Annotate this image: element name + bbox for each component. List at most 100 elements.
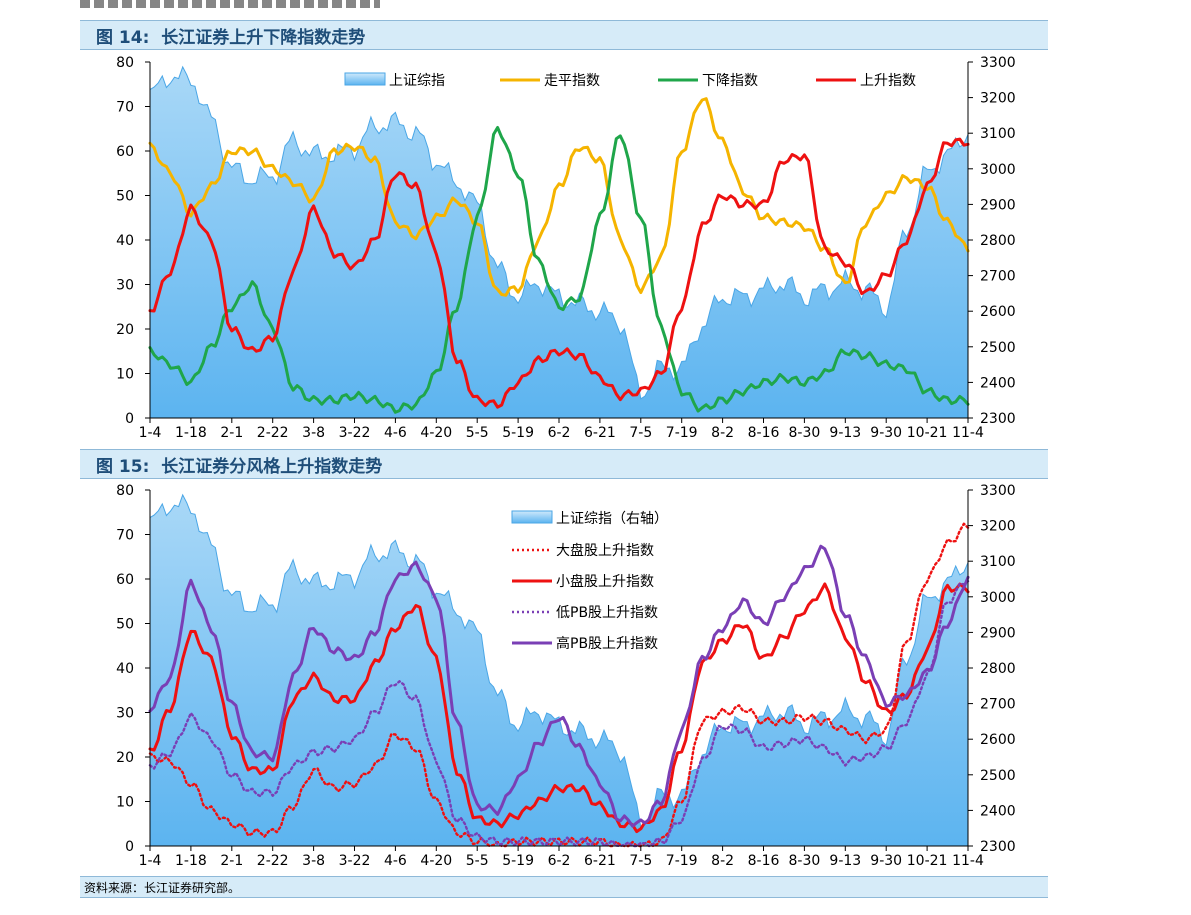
series-小盘股上升指数-line bbox=[148, 582, 970, 834]
legend-label: 小盘股上升指数 bbox=[556, 573, 654, 590]
x-tick-label: 4-6 bbox=[384, 425, 407, 441]
y2-tick-label: 3000 bbox=[980, 162, 1016, 178]
x-tick-label: 8-2 bbox=[711, 853, 734, 869]
x-tick-label: 7-19 bbox=[666, 425, 698, 441]
y2-tick-label: 2500 bbox=[980, 768, 1016, 784]
x-tick-label: 6-2 bbox=[548, 853, 571, 869]
legend-swatch bbox=[511, 510, 553, 524]
series-上证综指-area bbox=[149, 65, 969, 419]
y2-tick-label: 3200 bbox=[980, 91, 1016, 107]
y-tick-label: 10 bbox=[116, 795, 134, 811]
x-tick-label: 8-30 bbox=[789, 425, 821, 441]
x-tick-label: 5-5 bbox=[466, 853, 489, 869]
figure-15-title: 图 15: 长江证券分风格上升指数走势 bbox=[80, 449, 1048, 479]
chart-rising-falling-index: 0 10 20 30 40 50 60 70 80 2300 2400 2500 2600 2700 280… bbox=[116, 55, 1016, 441]
x-tick-label: 5-19 bbox=[502, 853, 534, 869]
series-上证综指右轴-area bbox=[149, 493, 969, 847]
x-tick-label: 8-30 bbox=[789, 853, 821, 869]
y-tick-label: 70 bbox=[116, 100, 134, 116]
legend-label: 下降指数 bbox=[702, 73, 758, 89]
x-tick-label: 11-4 bbox=[952, 853, 984, 869]
x-tick-label: 3-22 bbox=[339, 853, 371, 869]
y2-tick-label: 2400 bbox=[980, 803, 1016, 819]
x-tick-label: 1-4 bbox=[139, 425, 162, 441]
x-tick-label: 6-2 bbox=[548, 425, 571, 441]
source-note: 资料来源：长江证券研究部。 bbox=[80, 876, 1048, 898]
x-tick-label: 1-18 bbox=[175, 853, 207, 869]
legend-label: 走平指数 bbox=[544, 73, 600, 89]
x-tick-label: 2-1 bbox=[220, 425, 243, 441]
series-走平指数-line bbox=[148, 97, 970, 297]
y2-tick-label: 2800 bbox=[980, 661, 1016, 677]
x-tick-label: 7-5 bbox=[629, 853, 652, 869]
series-下降指数-line bbox=[148, 126, 970, 414]
legend-label: 上升指数 bbox=[860, 73, 916, 89]
x-tick-label: 1-4 bbox=[139, 853, 162, 869]
x-tick-label: 6-21 bbox=[584, 853, 616, 869]
x-tick-label: 3-8 bbox=[302, 425, 325, 441]
y2-tick-label: 3100 bbox=[980, 554, 1016, 570]
y-tick-label: 80 bbox=[116, 483, 134, 499]
x-tick-label: 5-5 bbox=[466, 425, 489, 441]
y-tick-label: 40 bbox=[116, 661, 134, 677]
x-tick-label: 7-19 bbox=[666, 853, 698, 869]
x-tick-label: 3-8 bbox=[302, 853, 325, 869]
y-tick-label: 40 bbox=[116, 233, 134, 249]
x-tick-label: 5-19 bbox=[502, 425, 534, 441]
x-tick-label: 9-13 bbox=[829, 425, 861, 441]
top-text-fragment bbox=[80, 0, 380, 8]
x-tick-label: 7-5 bbox=[629, 425, 652, 441]
y2-tick-label: 3000 bbox=[980, 590, 1016, 606]
y2-tick-label: 2900 bbox=[980, 197, 1016, 213]
x-tick-label: 1-18 bbox=[175, 425, 207, 441]
x-tick-label: 2-1 bbox=[220, 853, 243, 869]
x-tick-label: 4-20 bbox=[420, 853, 452, 869]
y-tick-label: 30 bbox=[116, 278, 134, 294]
y-tick-label: 50 bbox=[116, 189, 134, 205]
y-tick-label: 20 bbox=[116, 750, 134, 766]
x-tick-label: 4-6 bbox=[384, 853, 407, 869]
series-大盘股上升指数-line bbox=[148, 522, 970, 848]
legend-label: 低PB股上升指数 bbox=[556, 605, 658, 621]
y2-tick-label: 3200 bbox=[980, 519, 1016, 535]
x-tick-label: 2-22 bbox=[257, 853, 289, 869]
y2-tick-label: 2600 bbox=[980, 732, 1016, 748]
x-tick-label: 2-22 bbox=[257, 425, 289, 441]
y-tick-label: 0 bbox=[125, 839, 134, 855]
y-tick-label: 10 bbox=[116, 367, 134, 383]
x-tick-label: 8-2 bbox=[711, 425, 734, 441]
x-tick-label: 8-16 bbox=[748, 853, 780, 869]
x-tick-label: 3-22 bbox=[339, 425, 371, 441]
x-tick-label: 11-4 bbox=[952, 425, 984, 441]
x-tick-label: 10-21 bbox=[907, 425, 948, 441]
y2-tick-label: 2800 bbox=[980, 233, 1016, 249]
y-tick-label: 0 bbox=[125, 411, 134, 427]
figure-14-title: 图 14: 长江证券上升下降指数走势 bbox=[80, 20, 1048, 50]
x-tick-label: 4-20 bbox=[420, 425, 452, 441]
series-高PB股上升指数-line bbox=[148, 544, 970, 828]
chart-style-rising-index: 0 10 20 30 40 50 60 70 80 2300 2400 2500 2600 2700 280… bbox=[116, 483, 1016, 869]
series-上升指数-line bbox=[148, 137, 970, 409]
x-tick-label: 10-21 bbox=[907, 853, 948, 869]
y-tick-label: 60 bbox=[116, 144, 134, 160]
x-tick-label: 9-30 bbox=[870, 425, 902, 441]
y2-tick-label: 2300 bbox=[980, 411, 1016, 427]
legend-label: 高PB股上升指数 bbox=[556, 635, 658, 652]
legend-swatch bbox=[344, 72, 386, 86]
legend-label: 上证综指（右轴） bbox=[556, 511, 668, 527]
y2-tick-label: 2300 bbox=[980, 839, 1016, 855]
series-低PB股上升指数-line bbox=[148, 580, 970, 848]
y2-tick-label: 2400 bbox=[980, 375, 1016, 391]
y2-tick-label: 3100 bbox=[980, 126, 1016, 142]
y-tick-label: 30 bbox=[116, 706, 134, 722]
y-tick-label: 80 bbox=[116, 55, 134, 71]
x-tick-label: 6-21 bbox=[584, 425, 616, 441]
x-tick-label: 8-16 bbox=[748, 425, 780, 441]
y2-tick-label: 2600 bbox=[980, 304, 1016, 320]
legend-label: 大盘股上升指数 bbox=[556, 542, 654, 559]
legend-label: 上证综指 bbox=[389, 73, 445, 89]
x-tick-label: 9-13 bbox=[829, 853, 861, 869]
y2-tick-label: 2900 bbox=[980, 625, 1016, 641]
y-tick-label: 50 bbox=[116, 617, 134, 633]
y-tick-label: 60 bbox=[116, 572, 134, 588]
